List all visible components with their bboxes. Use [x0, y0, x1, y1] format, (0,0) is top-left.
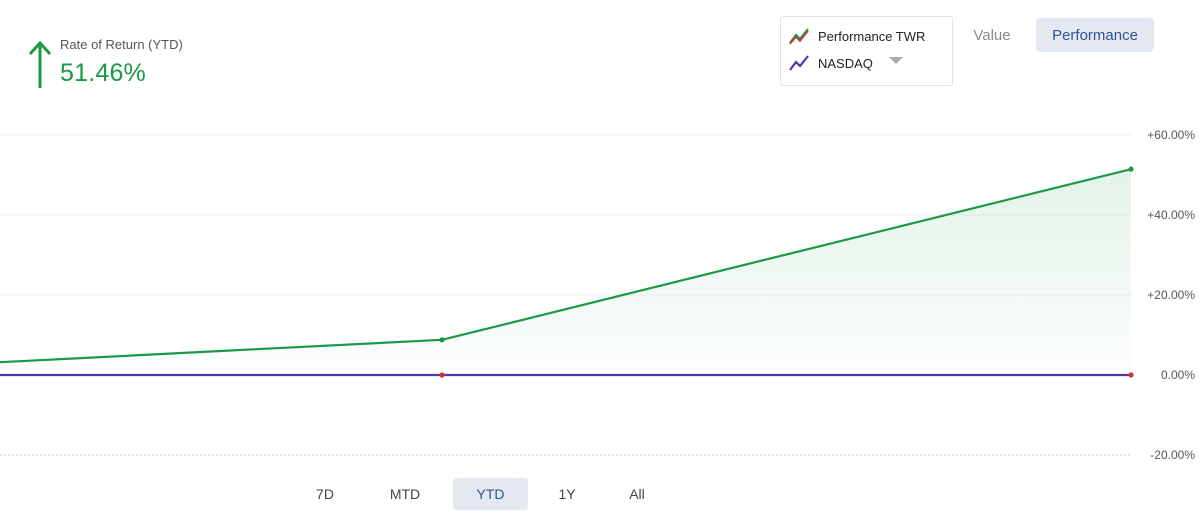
data-point [1128, 166, 1134, 172]
data-points [439, 166, 1134, 378]
value-toggle-button[interactable]: Value [973, 26, 1011, 44]
rate-of-return-value: 51.46% [60, 59, 146, 87]
caret-down-icon[interactable] [889, 57, 903, 64]
period-mtd-button[interactable]: MTD [389, 486, 421, 502]
period-selector: 7D MTD YTD 1Y All [0, 478, 1200, 510]
chart-legend[interactable]: Performance TWR NASDAQ [780, 16, 953, 86]
period-all-button[interactable]: All [629, 486, 645, 502]
rate-of-return-summary: Rate of Return (YTD) 51.46% [26, 34, 183, 90]
y-tick-label: 0.00% [1161, 368, 1195, 382]
y-tick-label: -20.00% [1150, 448, 1195, 462]
y-tick-label: +20.00% [1147, 288, 1195, 302]
area-fill [0, 169, 1131, 375]
period-7d-button[interactable]: 7D [316, 486, 334, 502]
data-point [1128, 372, 1134, 378]
legend-label: Performance TWR [818, 28, 926, 44]
legend-label: NASDAQ [818, 55, 873, 71]
performance-toggle-button[interactable]: Performance [1036, 18, 1154, 52]
series-area-fill [0, 169, 1131, 375]
y-tick-label: +60.00% [1147, 128, 1195, 142]
period-ytd-button[interactable]: YTD [453, 478, 528, 510]
rate-of-return-label: Rate of Return (YTD) [60, 37, 183, 52]
data-point [439, 337, 445, 343]
legend-item-performance-twr[interactable]: Performance TWR [789, 27, 925, 45]
line-chart-icon [789, 28, 809, 45]
arrow-up-icon [28, 40, 52, 88]
line-chart-icon [789, 55, 809, 71]
data-point [439, 372, 445, 378]
performance-chart: +60.00% +40.00% +20.00% 0.00% -20.00% [0, 128, 1195, 462]
y-axis-ticks: +60.00% +40.00% +20.00% 0.00% -20.00% [1147, 128, 1195, 462]
period-1y-button[interactable]: 1Y [558, 486, 576, 502]
y-tick-label: +40.00% [1147, 208, 1195, 222]
legend-item-nasdaq[interactable]: NASDAQ [789, 54, 873, 72]
